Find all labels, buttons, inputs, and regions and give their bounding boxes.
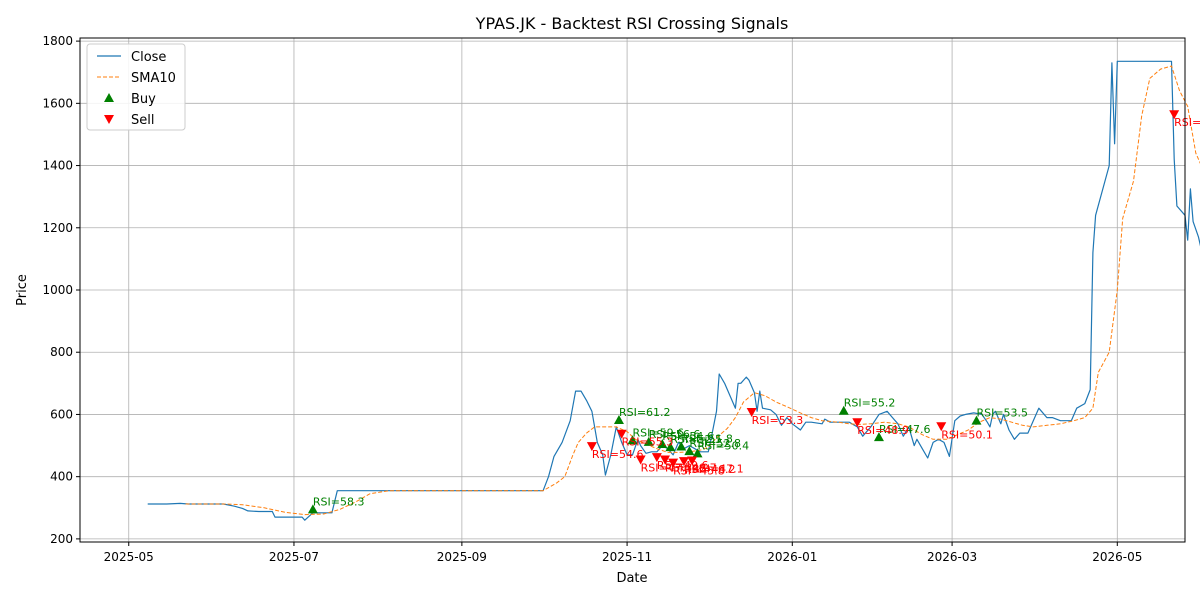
buy-marker: [643, 436, 654, 446]
buy-label: RSI=59.6: [633, 426, 685, 439]
grid: [80, 38, 1185, 542]
buy-label: RSI=51.8: [681, 432, 733, 445]
sell-marker: [616, 429, 627, 439]
sma10-line: [185, 65, 1200, 516]
y-tick-label: 600: [50, 407, 73, 421]
legend-label-close: Close: [131, 50, 166, 65]
sell-label: RSI=65.2: [1174, 116, 1200, 129]
sell-marker: [678, 457, 689, 467]
sell-marker: [1169, 110, 1180, 120]
y-tick-label: 400: [50, 470, 73, 484]
legend-buy-swatch: [104, 93, 114, 102]
sell-label: RSI=45.8: [673, 465, 725, 478]
sell-marker: [635, 455, 646, 465]
buy-marker: [613, 415, 624, 425]
x-tick-label: 2026-03: [927, 550, 977, 564]
y-tick-label: 1200: [42, 221, 73, 235]
y-axis: 200 400 600 800 1000 1200 1400 1600 1800: [42, 34, 80, 546]
sell-marker: [936, 422, 947, 432]
sell-label: RSI=46.2: [684, 463, 736, 476]
y-tick-label: 1800: [42, 34, 73, 48]
buy-label: RSI=47.6: [879, 423, 931, 436]
y-axis-title: Price: [15, 274, 30, 306]
buy-marker: [838, 405, 849, 415]
x-tick-label: 2026-05: [1092, 550, 1142, 564]
sell-label: RSI=47.1: [692, 462, 744, 475]
buy-label: RSI=55.2: [844, 397, 896, 410]
buy-label: RSI=52.8: [689, 437, 741, 450]
y-tick-label: 1400: [42, 159, 73, 173]
buy-marker: [873, 432, 884, 442]
x-tick-label: 2025-07: [269, 550, 319, 564]
sell-label: RSI=53.3: [752, 414, 804, 427]
sell-label: RSI=54.6: [592, 448, 644, 461]
sell-marker: [586, 442, 597, 452]
sell-marker: [668, 458, 679, 468]
x-tick-label: 2025-05: [104, 550, 154, 564]
x-tick-label: 2025-11: [602, 550, 652, 564]
y-tick-label: 200: [50, 532, 73, 546]
legend-label-sell: Sell: [131, 113, 154, 128]
sell-marker: [746, 407, 757, 417]
buy-marker: [307, 504, 318, 514]
buy-label: RSI=56.6: [649, 428, 701, 441]
y-tick-label: 1600: [42, 96, 73, 110]
x-axis: 2025-05 2025-07 2025-09 2025-11 2026-01 2026-…: [104, 542, 1142, 564]
buy-marker: [692, 448, 703, 458]
buy-label: RSI=58.3: [313, 495, 365, 508]
buy-label: RSI=61.2: [619, 406, 671, 419]
legend: Close SMA10 Buy Sell: [86, 43, 186, 131]
legend-label-buy: Buy: [131, 92, 156, 107]
legend-label-sma: SMA10: [131, 71, 176, 86]
sell-label: RSI=48.7: [665, 462, 717, 475]
x-tick-label: 2026-01: [767, 550, 817, 564]
buy-label: RSI=53.5: [976, 407, 1028, 420]
sell-label: RSI=55.3: [622, 436, 674, 449]
legend-box: [86, 43, 186, 131]
buy-marker: [971, 415, 982, 425]
x-axis-title: Date: [616, 571, 647, 586]
buy-marker: [627, 435, 638, 445]
sell-marker: [852, 418, 863, 428]
buy-marker: [684, 446, 695, 456]
sell-marker: [687, 456, 698, 466]
buy-marker: [657, 439, 668, 448]
buy-label: RSI=52.5: [670, 433, 722, 446]
y-tick-label: 800: [50, 345, 73, 359]
buy-marker: [665, 442, 676, 452]
legend-sell-swatch: [104, 115, 114, 124]
sell-marker: [660, 455, 670, 465]
signals: RSI=58.3RSI=61.2RSI=59.6RSI=56.6RSI=54.6…: [307, 110, 1200, 514]
sell-label: RSI=48.9: [857, 424, 909, 437]
sell-label: RSI=47.3: [641, 462, 693, 475]
y-tick-label: 1000: [42, 283, 73, 297]
buy-marker: [676, 441, 687, 451]
sell-label: RSI=49.6: [657, 459, 709, 472]
chart-title: YPAS.JK - Backtest RSI Crossing Signals: [475, 14, 789, 33]
plot-area: [147, 60, 1200, 521]
x-tick-label: 2025-09: [437, 550, 487, 564]
buy-label: RSI=54.6: [662, 430, 714, 443]
sell-label: RSI=50.1: [941, 428, 993, 441]
sell-marker: [651, 453, 662, 463]
buy-label: RSI=50.4: [698, 439, 750, 452]
